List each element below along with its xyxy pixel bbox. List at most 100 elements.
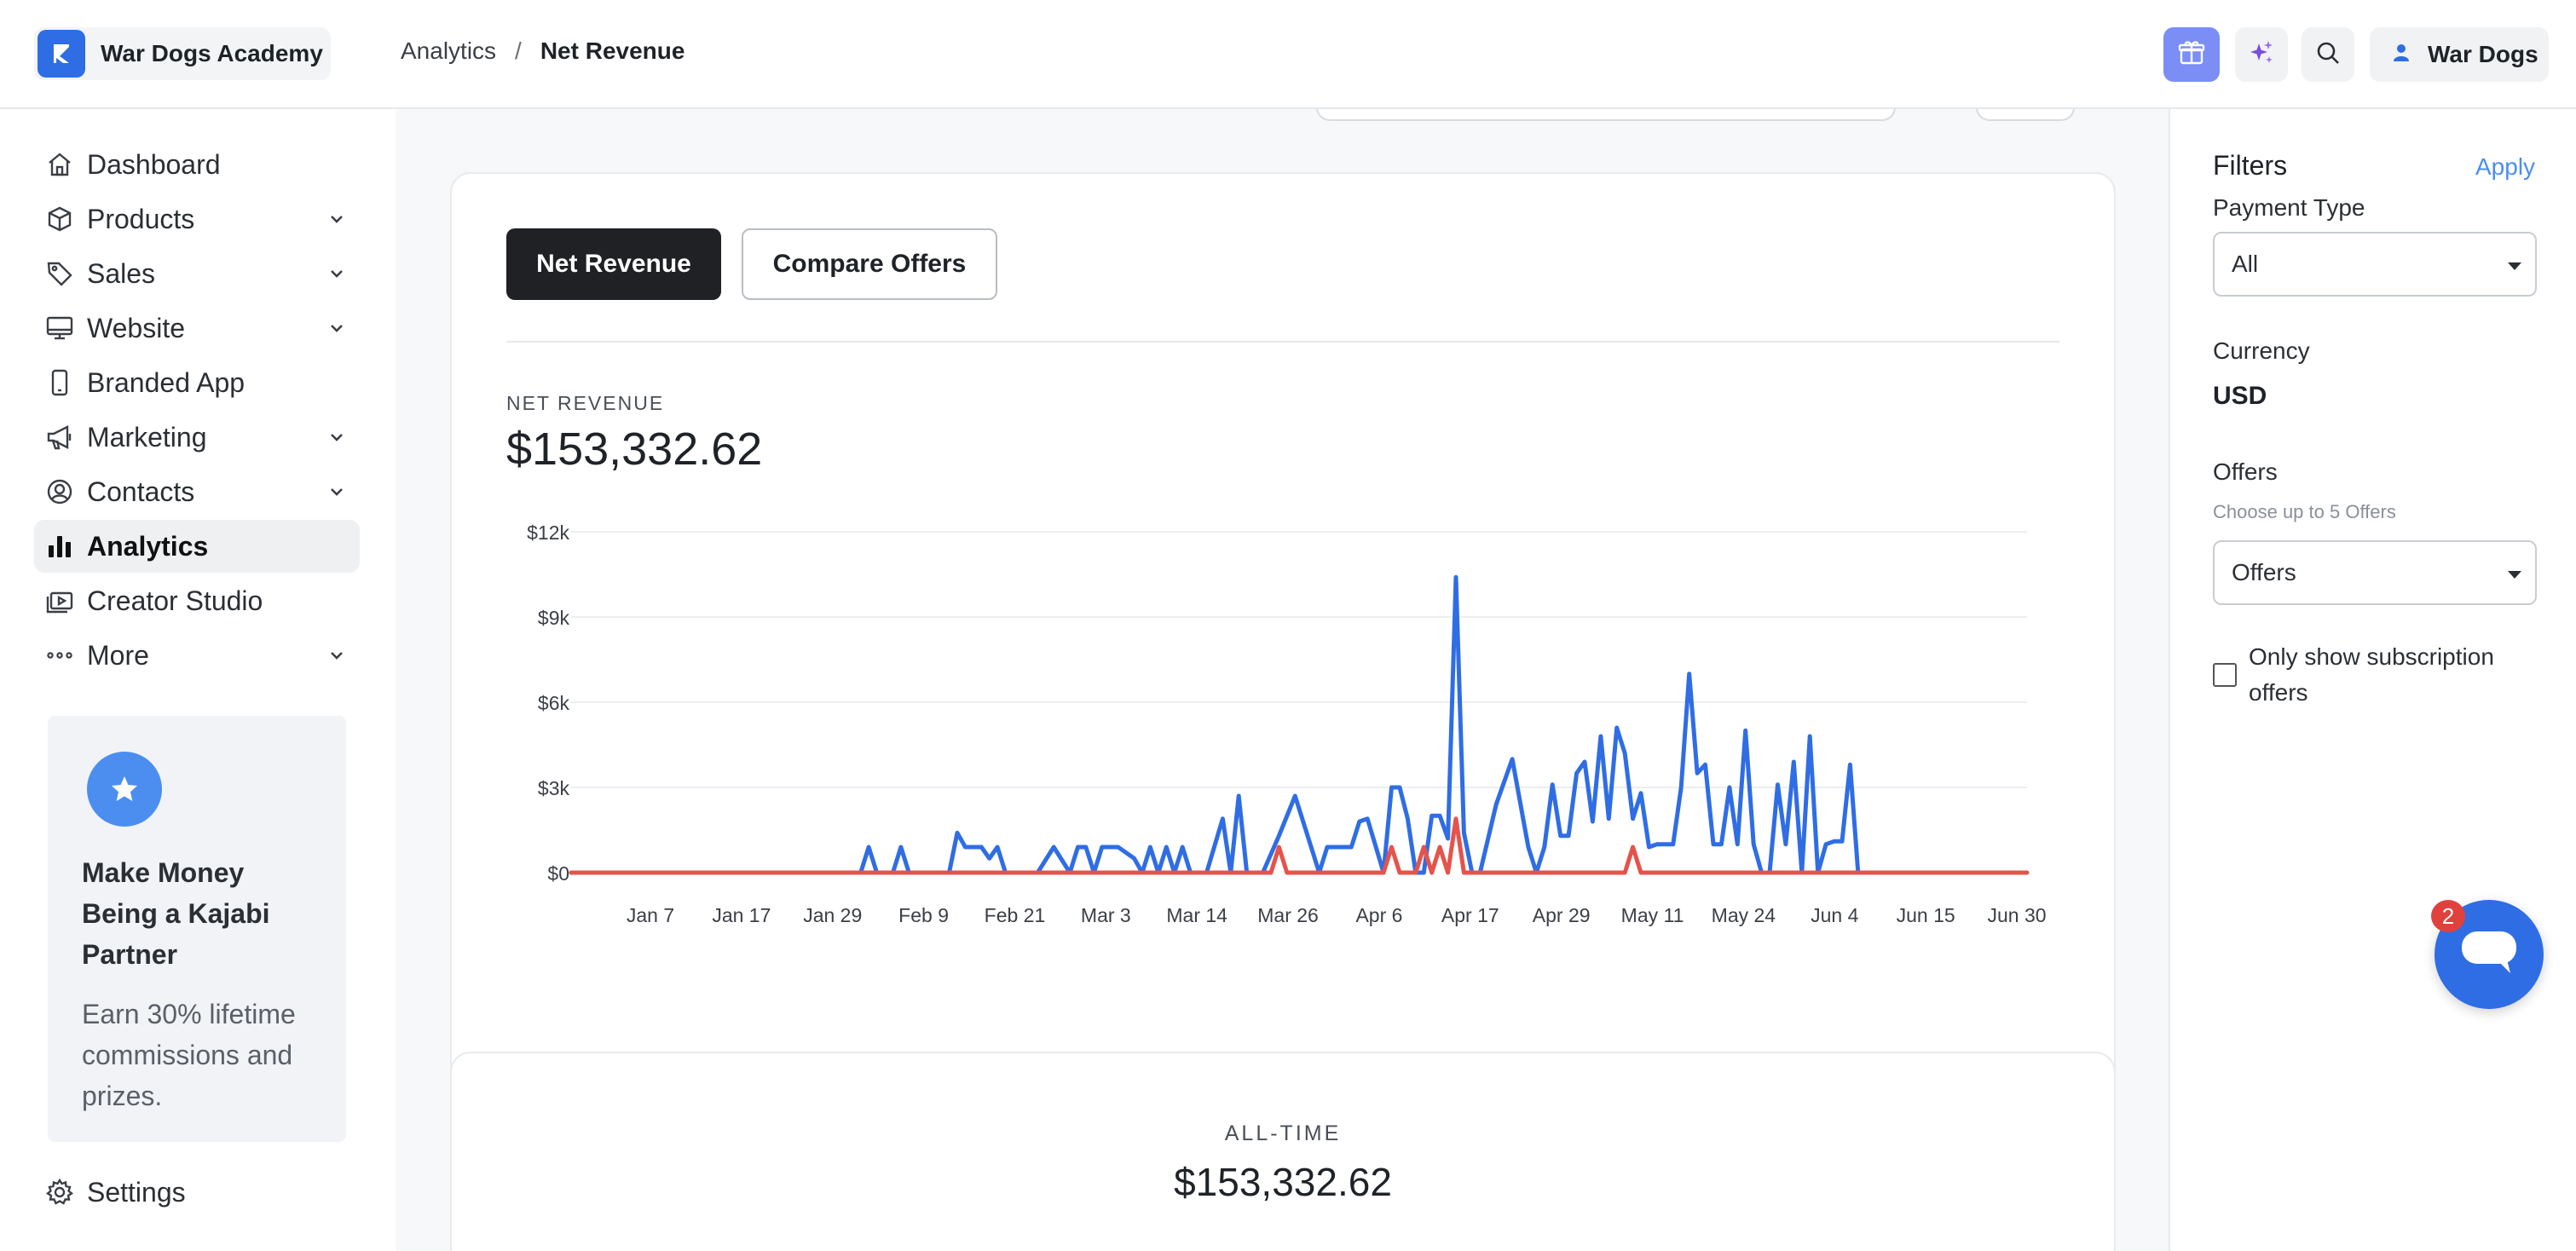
- export-button[interactable]: [1976, 109, 2075, 121]
- sidebar-item-label: Branded App: [87, 366, 245, 398]
- series-line-2: [569, 816, 2030, 875]
- promo-text: Earn 30% lifetime commissions and prizes…: [82, 999, 296, 1111]
- currency-value: USD: [2213, 382, 2267, 410]
- sidebar-item-branded-app[interactable]: Branded App: [34, 356, 360, 409]
- box-icon: [44, 204, 75, 234]
- sidebar-item-label: Products: [87, 203, 195, 234]
- offers-select-value: Offers: [2232, 559, 2296, 585]
- caret-down-icon: [2508, 571, 2521, 579]
- y-axis-ticks: $0 $3k $6k $9k $12k: [527, 522, 569, 885]
- sidebar-item-products[interactable]: Products: [34, 193, 360, 245]
- sidebar-item-contacts[interactable]: Contacts: [34, 465, 360, 518]
- video-icon: [44, 585, 75, 616]
- metric-value: $153,332.62: [506, 424, 763, 475]
- x-tick-label: Jun 15: [1897, 904, 1955, 926]
- filters-panel: Filters Apply Payment Type All Currency …: [2169, 109, 2576, 1251]
- date-range-field[interactable]: [1316, 109, 1896, 121]
- x-axis-ticks: Jan 7 Jan 17 Jan 29 Feb 9 Feb 21 Mar 3 Mar 14 M…: [627, 904, 2047, 926]
- tab-compare-offers[interactable]: Compare Offers: [742, 228, 997, 300]
- offers-label: Offers: [2213, 458, 2278, 485]
- x-tick-label: Jan 7: [627, 904, 674, 926]
- sidebar-item-creator-studio[interactable]: Creator Studio: [34, 574, 360, 627]
- sidebar-item-dashboard[interactable]: Dashboard: [34, 138, 360, 191]
- chevron-down-icon: [331, 325, 343, 332]
- sidebar-item-label: Dashboard: [87, 148, 221, 180]
- gear-icon: [44, 1177, 75, 1208]
- search-button[interactable]: [2302, 27, 2354, 82]
- sidebar-item-marketing[interactable]: Marketing: [34, 411, 360, 464]
- ai-assistant-button[interactable]: [2235, 27, 2288, 82]
- star-badge-icon: [87, 752, 162, 827]
- x-tick-label: Feb 9: [898, 904, 949, 926]
- x-tick-label: May 11: [1621, 904, 1684, 926]
- divider: [506, 341, 2059, 343]
- promo-title: Make Money Being a Kajabi Partner: [82, 857, 270, 970]
- all-time-value: $153,332.62: [1174, 1160, 1392, 1204]
- x-tick-label: Jan 17: [712, 904, 771, 926]
- support-chat-button[interactable]: [2434, 900, 2544, 1009]
- chart-grid: [571, 531, 2027, 788]
- sidebar-item-label: Marketing: [87, 421, 207, 453]
- chevron-down-icon: [331, 434, 343, 441]
- x-tick-label: Jun 30: [1987, 904, 2046, 926]
- offers-help-text: Choose up to 5 Offers: [2213, 501, 2396, 522]
- chevron-down-icon: [331, 270, 343, 278]
- filters-title: Filters: [2213, 150, 2288, 181]
- brand-switcher[interactable]: War Dogs Academy: [34, 27, 331, 80]
- payment-type-select[interactable]: All: [2213, 232, 2537, 297]
- metric-label: NET REVENUE: [506, 392, 665, 414]
- sidebar-item-settings[interactable]: Settings: [34, 1166, 360, 1219]
- y-tick-label: $12k: [527, 522, 569, 544]
- payment-type-label: Payment Type: [2213, 194, 2365, 221]
- bar-chart-icon: [44, 531, 75, 562]
- breadcrumb-parent-link[interactable]: Analytics: [401, 37, 497, 64]
- contact-icon: [44, 476, 75, 507]
- x-tick-label: Apr 17: [1441, 904, 1499, 926]
- caret-down-icon: [2508, 262, 2521, 270]
- subscription-only-checkbox[interactable]: [2213, 663, 2237, 687]
- monitor-icon: [44, 313, 75, 343]
- user-name: War Dogs: [2428, 41, 2538, 67]
- sidebar-item-website[interactable]: Website: [34, 302, 360, 355]
- chevron-down-icon: [331, 652, 343, 660]
- megaphone-icon: [44, 422, 75, 453]
- chat-bubble-icon: [2459, 929, 2519, 981]
- x-tick-label: Feb 21: [985, 904, 1046, 926]
- x-tick-label: Mar 14: [1166, 904, 1227, 926]
- breadcrumb-current: Net Revenue: [540, 37, 685, 64]
- top-bar: War Dogs Academy Analytics / Net Revenue…: [0, 0, 2576, 109]
- y-tick-label: $0: [547, 862, 569, 885]
- sidebar-item-sales[interactable]: Sales: [34, 247, 360, 300]
- sidebar-item-label: Creator Studio: [87, 585, 263, 616]
- chevron-down-icon: [331, 488, 343, 496]
- x-tick-label: Jun 4: [1811, 904, 1858, 926]
- chat-notification-badge: 2: [2431, 900, 2465, 932]
- gift-icon: [2177, 38, 2206, 72]
- y-tick-label: $6k: [538, 692, 570, 714]
- sidebar-item-more[interactable]: More: [34, 629, 360, 682]
- sidebar-item-label: Contacts: [87, 476, 195, 507]
- offers-select[interactable]: Offers: [2213, 540, 2537, 605]
- chart-series: [569, 574, 2030, 875]
- breadcrumb: Analytics / Net Revenue: [401, 37, 684, 65]
- sidebar-item-label: Analytics: [87, 530, 209, 562]
- sidebar: Dashboard Products Sales Website Branded…: [0, 109, 397, 1251]
- tag-icon: [44, 258, 75, 289]
- sidebar-item-label: Website: [87, 312, 186, 343]
- x-tick-label: Mar 3: [1081, 904, 1131, 926]
- breadcrumb-separator: /: [515, 37, 522, 64]
- series-line-1: [569, 574, 1861, 875]
- brand-name: War Dogs Academy: [101, 40, 323, 66]
- gift-button[interactable]: [2163, 27, 2220, 82]
- sidebar-item-label: Sales: [87, 257, 156, 289]
- tab-net-revenue[interactable]: Net Revenue: [506, 228, 721, 300]
- currency-label: Currency: [2213, 337, 2310, 364]
- x-tick-label: Mar 26: [1257, 904, 1319, 926]
- ellipsis-icon: [44, 640, 75, 671]
- payment-type-value: All: [2232, 251, 2259, 277]
- partner-promo-card[interactable]: Make Money Being a Kajabi Partner Earn 3…: [48, 716, 346, 1142]
- apply-filters-button[interactable]: Apply: [2475, 153, 2536, 180]
- user-menu[interactable]: War Dogs: [2370, 27, 2549, 82]
- subscription-only-label[interactable]: Only show subscription offers: [2249, 643, 2494, 706]
- sidebar-item-analytics[interactable]: Analytics: [34, 520, 360, 573]
